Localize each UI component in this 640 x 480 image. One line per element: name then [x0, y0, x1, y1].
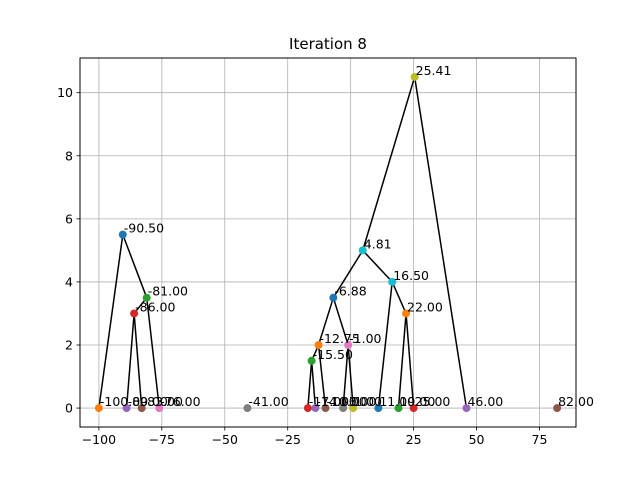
point-labels: -100.00-89.00-83.00-76.00 -41.00 -17.00-14… — [100, 63, 594, 409]
tree-edge — [98, 234, 124, 409]
tree-edge — [122, 234, 148, 298]
tree-edge — [342, 344, 349, 409]
tree-edge — [332, 297, 349, 346]
point-label: 25.41 — [416, 63, 452, 78]
tree-edge — [310, 360, 317, 409]
point-label: -14.00 — [316, 394, 356, 409]
tree-edge — [362, 249, 393, 283]
tree-edge — [362, 76, 416, 251]
tree-edge — [145, 297, 161, 409]
data-point — [243, 404, 252, 413]
tree-edge — [133, 313, 143, 409]
y-tick-label: 10 — [57, 85, 73, 100]
point-label: 46.00 — [467, 394, 503, 409]
x-tick-label: −25 — [275, 432, 301, 447]
tree-edge — [317, 344, 327, 409]
y-tick-label: 0 — [65, 401, 73, 416]
x-axis-ticks: −100 −75 −50 −25 0 25 50 75 — [82, 427, 548, 447]
data-point — [388, 277, 397, 286]
point-label: -100.00 — [100, 394, 148, 409]
point-label: -1.00 — [349, 331, 381, 346]
data-point — [130, 309, 139, 318]
data-point — [462, 404, 471, 413]
tree-edge — [317, 297, 335, 346]
point-label: -3.00 — [344, 394, 376, 409]
data-point — [410, 72, 419, 81]
data-point — [122, 404, 131, 413]
point-label: 1.00 — [354, 394, 382, 409]
chart-title: Iteration 8 — [289, 35, 367, 53]
data-point — [307, 356, 316, 365]
data-point — [94, 404, 103, 413]
y-tick-label: 6 — [65, 211, 73, 226]
point-label: 16.50 — [393, 268, 429, 283]
tree-edge — [332, 249, 364, 299]
point-label: -12.75 — [320, 331, 360, 346]
data-point — [137, 404, 146, 413]
data-point — [155, 404, 164, 413]
data-points — [94, 72, 562, 413]
x-tick-label: −100 — [82, 432, 116, 447]
data-point — [358, 246, 367, 255]
data-point — [402, 309, 411, 318]
data-point — [374, 404, 383, 413]
data-point — [394, 404, 403, 413]
tree-edge — [413, 76, 468, 409]
data-point — [339, 404, 348, 413]
x-tick-label: 75 — [532, 432, 548, 447]
point-label: -81.00 — [148, 284, 188, 299]
tree-edge — [307, 360, 313, 409]
point-label: -90.50 — [124, 221, 164, 236]
data-point — [142, 293, 151, 302]
tree-edge — [347, 344, 354, 409]
data-point — [329, 293, 338, 302]
point-label: -15.50 — [313, 347, 353, 362]
point-label: -86.00 — [135, 299, 175, 314]
point-label: -17.00 — [309, 394, 349, 409]
data-point — [321, 404, 330, 413]
y-tick-label: 2 — [65, 338, 73, 353]
plot-frame — [79, 57, 577, 428]
x-tick-label: −50 — [212, 432, 238, 447]
data-point — [409, 404, 418, 413]
data-point — [553, 404, 562, 413]
y-axis-ticks: 0 2 4 6 8 10 — [57, 85, 80, 416]
point-label: -10.00 — [326, 394, 366, 409]
data-point — [344, 341, 353, 349]
point-label: 4.81 — [364, 236, 392, 251]
point-label: -83.00 — [143, 394, 183, 409]
x-tick-label: 0 — [347, 432, 355, 447]
tree-edge — [405, 313, 415, 409]
data-point — [314, 341, 323, 349]
data-point — [118, 230, 127, 239]
y-tick-label: 4 — [65, 274, 73, 289]
tree-edge — [391, 281, 407, 314]
tree-edge — [377, 281, 393, 409]
tree-edge — [397, 313, 407, 409]
data-point — [349, 404, 358, 413]
tree-edges — [98, 76, 468, 409]
point-label: -76.00 — [160, 394, 200, 409]
point-label: 11.00 — [379, 394, 415, 409]
point-label: 19.00 — [399, 394, 435, 409]
y-tick-label: 8 — [65, 148, 73, 163]
data-point — [303, 404, 312, 413]
tree-edge — [125, 313, 135, 409]
point-label: -41.00 — [248, 394, 288, 409]
point-label: 25.00 — [415, 394, 451, 409]
point-label: -6.88 — [334, 284, 366, 299]
x-tick-label: 25 — [406, 432, 422, 447]
point-label: 22.00 — [407, 299, 443, 314]
x-tick-label: 50 — [469, 432, 485, 447]
data-point — [311, 404, 320, 413]
x-tick-label: −75 — [149, 432, 175, 447]
point-label: -89.00 — [128, 394, 168, 409]
